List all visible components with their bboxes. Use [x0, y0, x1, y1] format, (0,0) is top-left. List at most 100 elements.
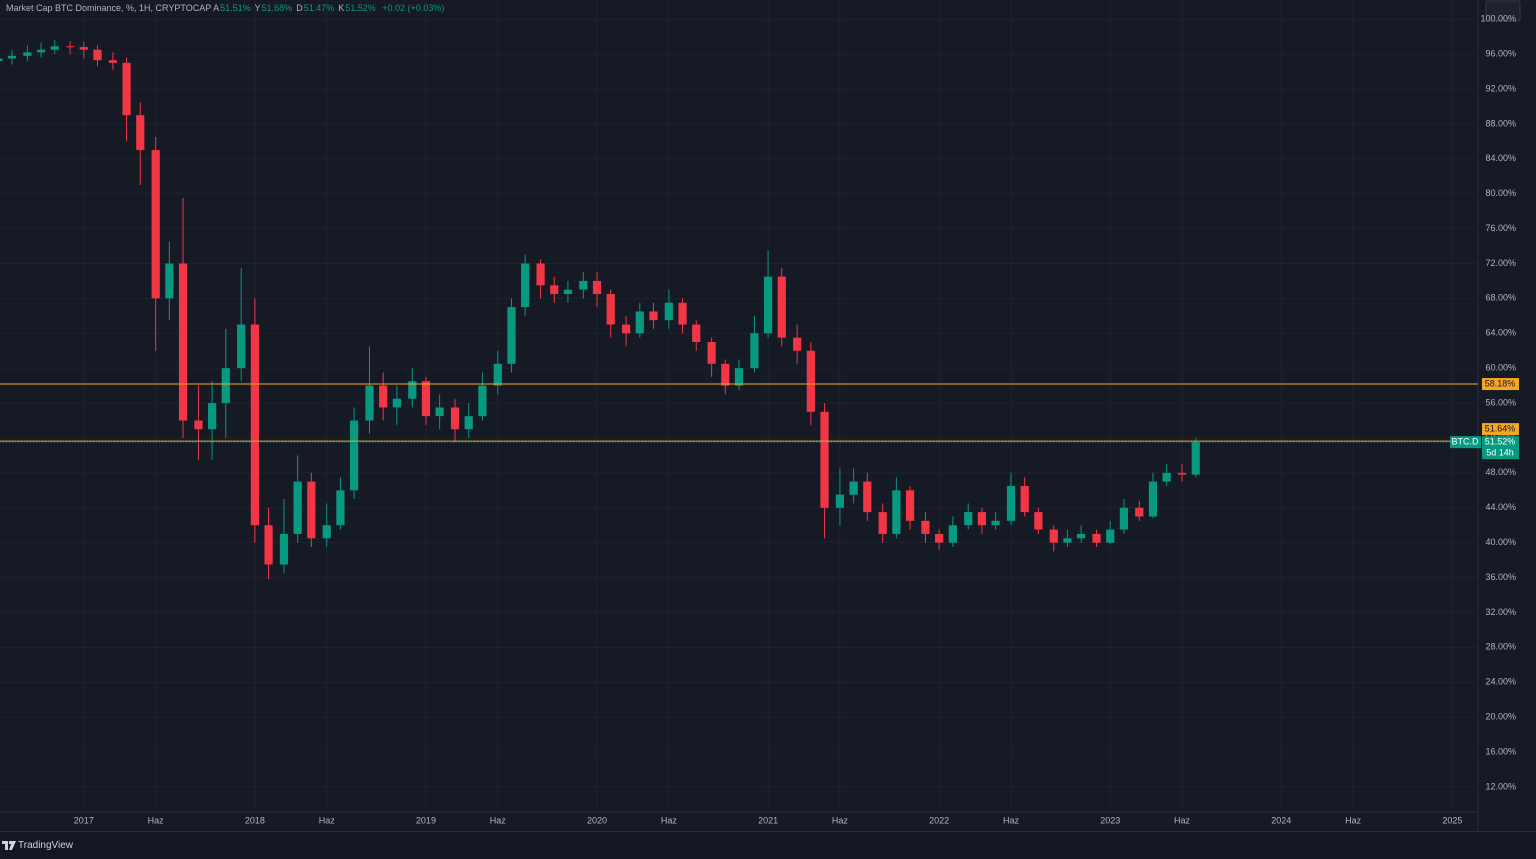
ohlc: A51.51% Y51.68% D51.47% K51.52%	[213, 3, 380, 13]
candle-body	[264, 525, 273, 565]
countdown-label: 5d 14h	[1486, 448, 1514, 458]
candle-body	[692, 324, 701, 342]
y-tick-label: 76.00%	[1485, 223, 1516, 233]
price-tag-label: 58.18%	[1485, 378, 1516, 388]
candle-body	[392, 398, 401, 408]
y-tick-label: 100.00%	[1480, 14, 1516, 24]
logo	[2, 841, 16, 850]
candle-body	[307, 481, 316, 539]
candle-body	[777, 276, 786, 338]
candle-body	[991, 520, 1000, 526]
x-tick-label: Haz	[832, 815, 849, 825]
candle-body	[237, 324, 246, 369]
candle-body	[208, 403, 217, 430]
y-tick-label: 56.00%	[1485, 397, 1516, 407]
candle-body	[493, 363, 502, 386]
candle-body	[450, 407, 460, 430]
x-tick-label: 2018	[245, 815, 265, 825]
y-tick-label: 48.00%	[1485, 467, 1516, 477]
candle-body	[408, 381, 417, 399]
y-tick-label: 28.00%	[1485, 642, 1516, 652]
price-tag	[1482, 378, 1519, 391]
candle-body	[707, 341, 716, 364]
y-tick-label: 60.00%	[1485, 363, 1516, 373]
y-tick-label: 40.00%	[1485, 537, 1516, 547]
candle-body	[1119, 507, 1129, 530]
candle-body	[1148, 481, 1158, 517]
price-axis	[1478, 0, 1536, 831]
candle-body	[806, 350, 815, 412]
candle-body	[36, 49, 46, 53]
candle-body	[478, 385, 487, 417]
x-tick-label: Haz	[1345, 815, 1362, 825]
x-tick-label: Haz	[661, 815, 678, 825]
candle-body	[763, 276, 773, 334]
x-tick-label: 2023	[1100, 815, 1120, 825]
y-tick-label: 68.00%	[1485, 293, 1516, 303]
candle-body	[108, 60, 118, 63]
x-tick-label: 2024	[1271, 815, 1291, 825]
candle-body	[536, 263, 545, 286]
x-tick-label: 2019	[416, 815, 436, 825]
y-tick-label: 80.00%	[1485, 188, 1516, 198]
y-tick-label: 64.00%	[1485, 328, 1516, 338]
candle-body	[23, 52, 32, 56]
candle-body	[464, 416, 473, 430]
candle-body	[1020, 485, 1029, 513]
candle-body	[1162, 472, 1171, 482]
candle-body	[66, 46, 75, 48]
scale-button[interactable]	[1485, 0, 1521, 22]
candle-body	[421, 381, 431, 417]
candle-body	[721, 363, 730, 386]
price-tag-label: 51.64%	[1485, 423, 1516, 433]
title: Market Cap BTC Dominance, %, 1H, CRYPTOC…	[6, 3, 212, 13]
chart: 12.00% 16.00% 20.00% 24.00% 28.00% 32.00% 36.0…	[0, 0, 1536, 831]
candle-body	[1077, 533, 1086, 539]
candle-body	[250, 324, 259, 526]
x-tick-label: 2021	[758, 815, 778, 825]
candle-body	[0, 58, 3, 62]
candle-body	[921, 520, 930, 534]
x-tick-label: 2020	[587, 815, 607, 825]
candle-body	[835, 494, 845, 508]
x-tick-label: Haz	[490, 815, 507, 825]
candle-body	[507, 307, 516, 364]
candle-body	[892, 490, 901, 534]
candle-body	[136, 115, 145, 151]
x-tick-label: Haz	[319, 815, 336, 825]
y-tick-label: 20.00%	[1485, 712, 1516, 722]
brand: TradingView	[18, 840, 74, 851]
candle-body	[293, 481, 302, 534]
x-tick-label: Haz	[1003, 815, 1020, 825]
candle-body	[1177, 472, 1187, 475]
legend-value: 51.68%	[261, 3, 293, 13]
candle-body	[221, 368, 230, 404]
candle-body	[550, 285, 559, 295]
plot-area	[0, 0, 1478, 831]
legend-key: A	[213, 3, 220, 13]
candle-body	[964, 512, 973, 526]
candle-body	[649, 311, 658, 321]
candle-body	[194, 420, 203, 430]
y-tick-label: 92.00%	[1485, 83, 1516, 93]
candle-body	[606, 294, 615, 325]
candle-body	[878, 512, 887, 534]
candle-body	[563, 289, 573, 295]
candle-body	[349, 420, 359, 491]
price-tag	[1482, 436, 1519, 460]
x-tick-label: 2022	[929, 815, 949, 825]
y-tick-label: 24.00%	[1485, 677, 1516, 687]
candle-body	[948, 525, 957, 543]
candle-body	[50, 46, 59, 50]
legend: Market Cap BTC Dominance, %, 1H, CRYPTOC…	[6, 3, 448, 13]
change: +0.02 (+0.03%)	[382, 3, 445, 13]
y-tick-label: 72.00%	[1485, 258, 1516, 268]
candle-body	[1191, 442, 1200, 475]
candle-body	[1092, 533, 1101, 543]
y-tick-label: 16.00%	[1485, 746, 1516, 756]
x-tick-label: 2025	[1442, 815, 1462, 825]
candle-body	[322, 525, 331, 539]
y-tick-label: 84.00%	[1485, 153, 1516, 163]
candle-body	[935, 533, 944, 543]
